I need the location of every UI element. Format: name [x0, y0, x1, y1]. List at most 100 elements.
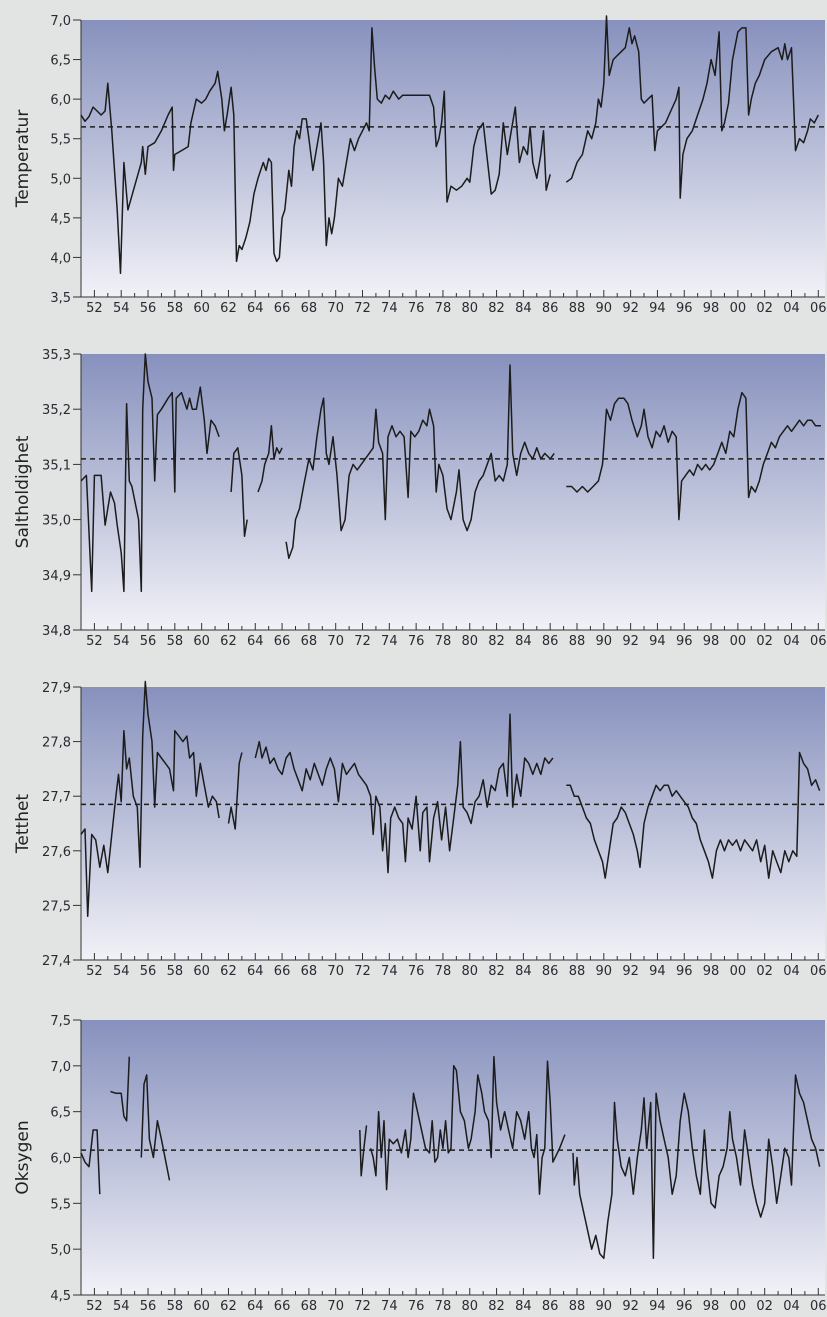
x-tick-label: 82: [488, 964, 505, 979]
x-tick-label: 80: [461, 964, 478, 979]
x-tick-label: 06: [810, 301, 827, 316]
x-tick-label: 78: [435, 301, 452, 316]
x-tick-label: 62: [220, 1299, 237, 1314]
x-tick-label: 04: [783, 1299, 800, 1314]
x-tick-label: 04: [783, 964, 800, 979]
plot-area: [81, 1020, 825, 1295]
x-tick-label: 68: [301, 964, 318, 979]
x-tick-label: 62: [220, 634, 237, 649]
x-tick-label: 54: [113, 1299, 130, 1314]
y-tick-label: 4,0: [50, 251, 71, 266]
x-tick-label: 74: [381, 301, 398, 316]
x-tick-label: 66: [274, 964, 291, 979]
y-tick-label: 7,5: [50, 1014, 71, 1029]
x-tick-label: 58: [167, 301, 184, 316]
y-tick-label: 6,0: [50, 1152, 71, 1167]
x-tick-label: 60: [193, 301, 210, 316]
x-tick-label: 72: [354, 634, 371, 649]
x-tick-label: 70: [327, 964, 344, 979]
x-tick-label: 56: [140, 964, 157, 979]
x-tick-label: 52: [86, 301, 103, 316]
x-tick-label: 98: [703, 964, 720, 979]
series-line-segment: [572, 1074, 821, 1260]
series-line-segment: [140, 1074, 171, 1181]
series-line-segment: [257, 425, 283, 493]
x-tick-label: 66: [274, 301, 291, 316]
x-tick-label: 96: [676, 964, 693, 979]
x-tick-label: 62: [220, 964, 237, 979]
x-tick-label: 00: [730, 1299, 747, 1314]
x-tick-label: 06: [810, 1299, 827, 1314]
series-line-segment: [369, 1055, 566, 1195]
x-tick-label: 58: [167, 964, 184, 979]
x-tick-label: 02: [756, 1299, 773, 1314]
y-tick-label: 4,5: [50, 1289, 71, 1304]
x-tick-label: 54: [113, 964, 130, 979]
x-tick-label: 66: [274, 634, 291, 649]
x-tick-label: 76: [408, 1299, 425, 1314]
x-tick-label: 54: [113, 634, 130, 649]
y-tick-label: 27,4: [42, 954, 71, 969]
x-tick-label: 84: [515, 1299, 532, 1314]
chart-panel-4: 4,5 5,0 5,5 6,0 6,5 7,0 7,5 52 54 56 58 60 62 64 66 68 7…: [13, 1014, 827, 1314]
y-tick-label: 35,3: [42, 348, 71, 363]
series-line-segment: [80, 1129, 101, 1195]
x-tick-label: 58: [167, 634, 184, 649]
chart-panel-3: 27,4 27,5 27,6 27,7 27,8 27,9 52 54 56 58 60 62 64 66…: [13, 680, 827, 979]
x-tick-label: 60: [193, 964, 210, 979]
y-tick-label: 5,0: [50, 1243, 71, 1258]
x-tick-label: 84: [515, 964, 532, 979]
x-tick-label: 68: [301, 634, 318, 649]
y-tick-label: 35,2: [42, 403, 71, 418]
x-tick-label: 58: [167, 1299, 184, 1314]
x-tick-label: 80: [461, 301, 478, 316]
x-tick-label: 56: [140, 1299, 157, 1314]
x-tick-label: 90: [596, 634, 613, 649]
x-tick-label: 82: [488, 634, 505, 649]
x-tick-label: 70: [327, 634, 344, 649]
y-axis-title: Oksygen: [13, 1120, 33, 1194]
x-tick-label: 92: [622, 1299, 639, 1314]
y-tick-label: 35,1: [42, 458, 71, 473]
x-tick-label: 52: [86, 634, 103, 649]
x-tick-label: 60: [193, 634, 210, 649]
x-tick-label: 90: [596, 1299, 613, 1314]
x-tick-label: 76: [408, 964, 425, 979]
x-tick-label: 64: [247, 301, 264, 316]
series-line-segment: [566, 391, 821, 521]
series-line-segment: [110, 1056, 131, 1122]
x-tick-label: 88: [569, 301, 586, 316]
x-tick-label: 94: [649, 964, 666, 979]
x-tick-label: 56: [140, 634, 157, 649]
y-tick-label: 35,0: [42, 514, 71, 529]
x-tick-label: 70: [327, 301, 344, 316]
x-tick-label: 98: [703, 1299, 720, 1314]
x-tick-label: 62: [220, 301, 237, 316]
x-tick-label: 84: [515, 634, 532, 649]
x-tick-label: 88: [569, 1299, 586, 1314]
x-tick-label: 70: [327, 1299, 344, 1314]
y-tick-label: 27,7: [42, 790, 71, 805]
x-tick-label: 74: [381, 964, 398, 979]
x-tick-label: 86: [542, 964, 559, 979]
x-tick-label: 74: [381, 1299, 398, 1314]
x-tick-label: 06: [810, 634, 827, 649]
y-tick-label: 27,5: [42, 899, 71, 914]
x-tick-label: 98: [703, 301, 720, 316]
x-tick-label: 74: [381, 634, 398, 649]
plot-area: [81, 354, 825, 630]
x-tick-label: 64: [247, 964, 264, 979]
series-line-segment: [285, 364, 555, 559]
series-line-segment: [80, 680, 220, 918]
x-tick-label: 82: [488, 1299, 505, 1314]
y-tick-label: 27,8: [42, 736, 71, 751]
series-line-segment: [565, 15, 819, 199]
x-tick-label: 86: [542, 634, 559, 649]
y-axis-title: Saltholdighet: [13, 435, 33, 548]
chart-panel-1: 3,5 4,0 4,5 5,0 5,5 6,0 6,5 7,0 52 54 56 58 60 62 64 66…: [13, 14, 827, 316]
x-tick-label: 56: [140, 301, 157, 316]
x-tick-label: 80: [461, 1299, 478, 1314]
x-tick-label: 52: [86, 1299, 103, 1314]
x-tick-label: 92: [622, 634, 639, 649]
x-tick-label: 78: [435, 964, 452, 979]
